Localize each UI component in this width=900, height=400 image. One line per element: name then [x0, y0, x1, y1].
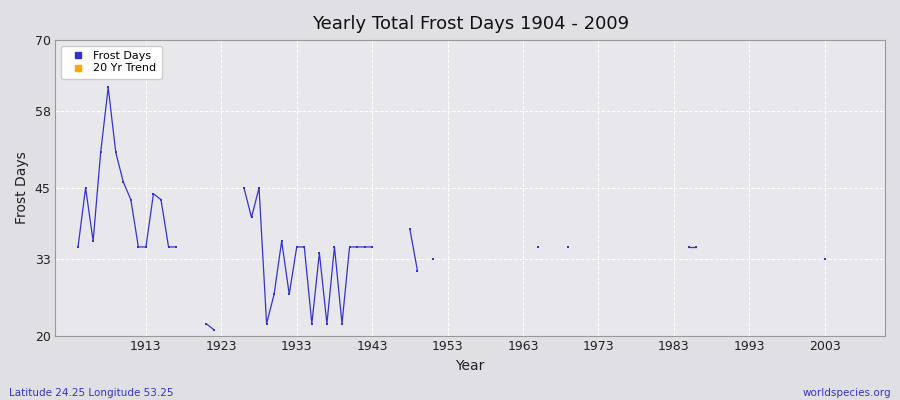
Text: worldspecies.org: worldspecies.org	[803, 388, 891, 398]
X-axis label: Year: Year	[455, 359, 485, 373]
Legend: Frost Days, 20 Yr Trend: Frost Days, 20 Yr Trend	[61, 46, 162, 79]
Y-axis label: Frost Days: Frost Days	[15, 152, 29, 224]
Title: Yearly Total Frost Days 1904 - 2009: Yearly Total Frost Days 1904 - 2009	[311, 15, 629, 33]
Text: Latitude 24.25 Longitude 53.25: Latitude 24.25 Longitude 53.25	[9, 388, 174, 398]
